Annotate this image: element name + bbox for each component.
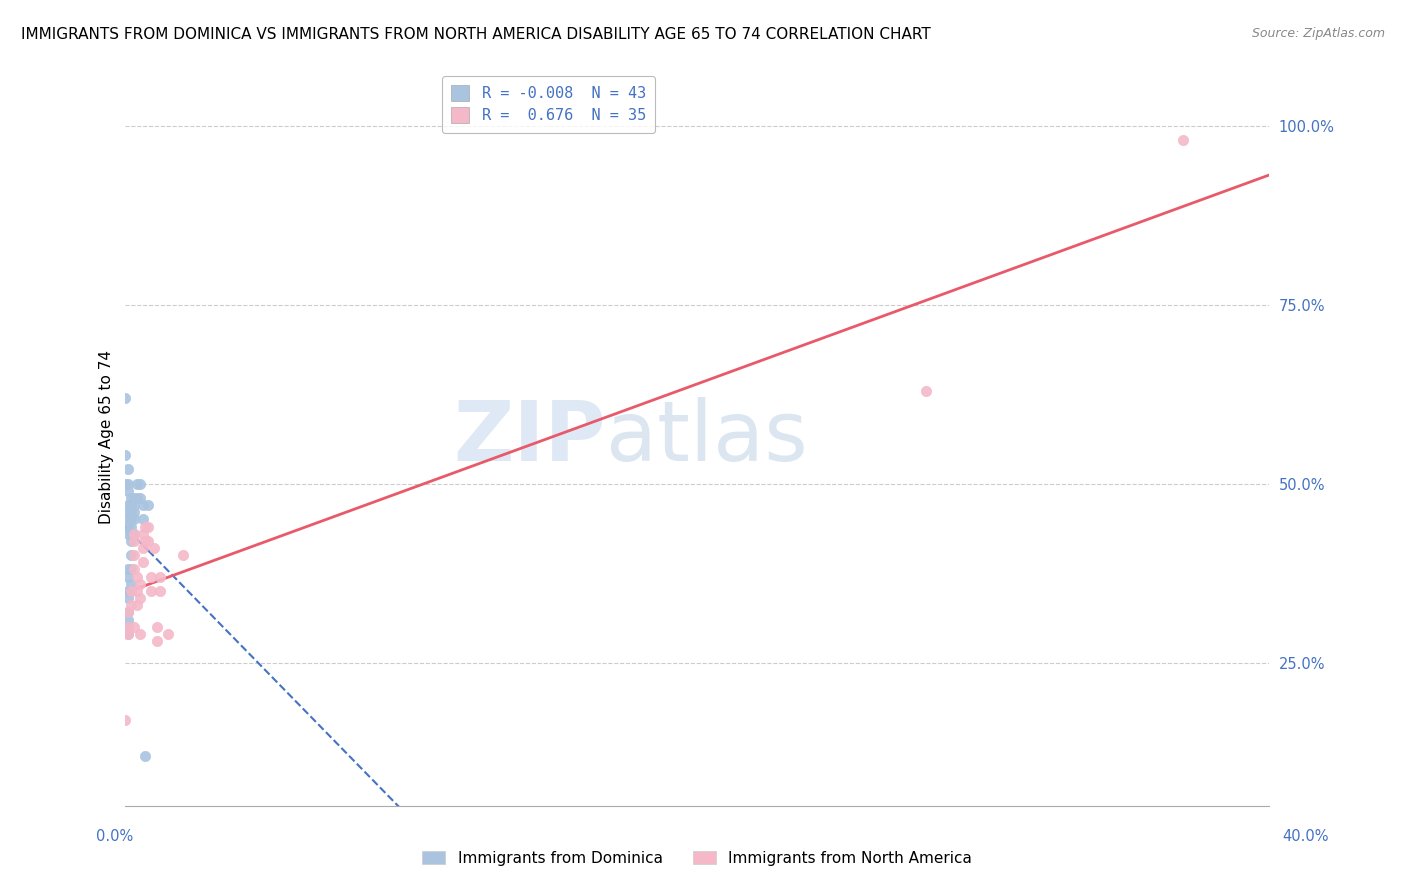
Point <box>138 498 160 512</box>
Point <box>117 476 139 491</box>
Text: 0.0%: 0.0% <box>96 830 132 844</box>
Point <box>117 569 139 583</box>
Point <box>117 512 139 526</box>
Point <box>120 519 142 533</box>
Point <box>141 569 163 583</box>
Point <box>114 476 136 491</box>
Point <box>125 476 148 491</box>
Point <box>120 505 142 519</box>
Point <box>128 591 150 606</box>
Text: 40.0%: 40.0% <box>1282 830 1329 844</box>
Y-axis label: Disability Age 65 to 74: Disability Age 65 to 74 <box>100 350 114 524</box>
Legend: R = -0.008  N = 43, R =  0.676  N = 35: R = -0.008 N = 43, R = 0.676 N = 35 <box>441 76 655 133</box>
Point <box>138 533 160 548</box>
Point <box>120 576 142 591</box>
Point <box>117 620 139 634</box>
Point <box>146 634 169 648</box>
Point <box>117 505 139 519</box>
Point <box>120 599 142 613</box>
Point <box>117 606 139 620</box>
Point <box>146 620 169 634</box>
Point <box>120 526 142 541</box>
Point <box>117 606 139 620</box>
Point <box>122 533 145 548</box>
Point <box>131 512 153 526</box>
Point <box>134 748 156 763</box>
Point <box>157 627 180 641</box>
Point <box>122 526 145 541</box>
Point <box>141 583 163 598</box>
Point <box>128 627 150 641</box>
Point <box>122 505 145 519</box>
Point <box>120 498 142 512</box>
Point <box>128 576 150 591</box>
Point <box>131 541 153 555</box>
Point <box>117 498 139 512</box>
Point <box>117 613 139 627</box>
Point <box>120 512 142 526</box>
Point <box>117 519 139 533</box>
Point <box>149 583 172 598</box>
Point <box>128 491 150 505</box>
Point <box>120 533 142 548</box>
Point <box>117 591 139 606</box>
Point <box>915 384 938 398</box>
Point <box>125 491 148 505</box>
Point <box>120 583 142 598</box>
Point <box>117 462 139 476</box>
Point <box>117 627 139 641</box>
Point <box>131 555 153 569</box>
Text: Source: ZipAtlas.com: Source: ZipAtlas.com <box>1251 27 1385 40</box>
Point <box>149 569 172 583</box>
Point <box>134 533 156 548</box>
Point <box>117 562 139 576</box>
Point <box>138 519 160 533</box>
Point <box>128 476 150 491</box>
Point <box>122 620 145 634</box>
Text: atlas: atlas <box>606 397 807 477</box>
Point <box>131 498 153 512</box>
Point <box>122 526 145 541</box>
Point <box>143 541 166 555</box>
Point <box>122 562 145 576</box>
Point <box>117 483 139 498</box>
Point <box>120 583 142 598</box>
Text: IMMIGRANTS FROM DOMINICA VS IMMIGRANTS FROM NORTH AMERICA DISABILITY AGE 65 TO 7: IMMIGRANTS FROM DOMINICA VS IMMIGRANTS F… <box>21 27 931 42</box>
Point <box>122 491 145 505</box>
Point <box>117 583 139 598</box>
Point <box>122 548 145 562</box>
Point <box>122 498 145 512</box>
Point <box>120 491 142 505</box>
Point <box>125 569 148 583</box>
Point <box>125 583 148 598</box>
Point <box>131 526 153 541</box>
Point <box>122 512 145 526</box>
Point <box>117 526 139 541</box>
Point <box>172 548 194 562</box>
Point <box>1173 133 1195 147</box>
Point <box>117 627 139 641</box>
Point <box>120 562 142 576</box>
Point <box>125 599 148 613</box>
Text: ZIP: ZIP <box>453 397 606 477</box>
Point <box>120 548 142 562</box>
Point <box>114 391 136 405</box>
Point <box>134 519 156 533</box>
Point <box>114 713 136 727</box>
Point <box>117 620 139 634</box>
Point <box>114 448 136 462</box>
